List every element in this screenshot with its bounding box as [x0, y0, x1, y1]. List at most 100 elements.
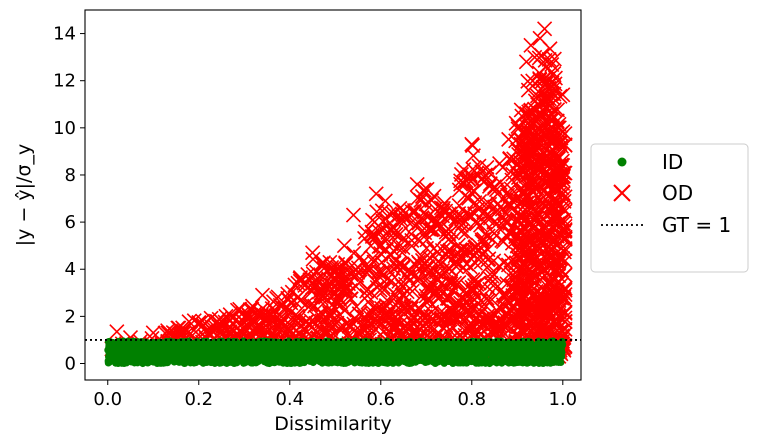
od-point [405, 310, 421, 326]
od-point [355, 253, 371, 269]
od-point [484, 264, 500, 281]
id-point [381, 357, 390, 365]
od-point [419, 181, 435, 197]
od-point [404, 238, 420, 254]
id-point [392, 348, 400, 356]
id-point [155, 358, 163, 366]
id-point [419, 351, 427, 359]
id-point [310, 342, 318, 350]
od-point [418, 288, 434, 304]
id-point [444, 356, 452, 364]
od-point [461, 243, 478, 260]
id-point [476, 340, 484, 348]
od-point [350, 264, 366, 280]
od-point [222, 307, 238, 323]
od-point [322, 306, 338, 322]
od-point [356, 309, 372, 325]
od-point [510, 166, 526, 182]
od-point [411, 300, 427, 316]
od-point [349, 324, 365, 341]
id-point [483, 358, 492, 366]
od-point [535, 79, 551, 95]
od-point [303, 297, 319, 313]
od-point [345, 207, 362, 223]
id-point [330, 349, 338, 357]
id-point [352, 356, 360, 364]
id-point [181, 344, 189, 352]
od-point [493, 301, 510, 317]
id-point [204, 347, 212, 355]
od-point [543, 131, 559, 147]
od-point [444, 282, 460, 298]
id-point [310, 358, 318, 366]
legend: ID OD GT = 1 [590, 143, 749, 273]
id-point [447, 347, 455, 355]
id-point [359, 353, 367, 361]
od-point [266, 312, 282, 328]
od-point [416, 182, 432, 198]
od-point [464, 136, 480, 152]
od-point [460, 170, 476, 186]
id-point [512, 358, 520, 367]
od-point [401, 262, 417, 278]
legend-id-marker [617, 157, 627, 167]
id-point [246, 356, 254, 364]
id-point [234, 353, 242, 361]
od-point [538, 197, 554, 213]
od-point [232, 323, 248, 339]
id-point [228, 358, 236, 367]
id-point [483, 344, 491, 352]
od-point [379, 292, 395, 308]
od-point [368, 186, 384, 202]
od-point [320, 316, 336, 332]
od-point [496, 255, 512, 271]
od-point [441, 301, 457, 317]
id-point [375, 347, 384, 355]
od-point [374, 264, 390, 281]
od-point [383, 236, 399, 252]
od-point [423, 263, 440, 280]
id-point [239, 359, 248, 367]
id-point [287, 358, 295, 367]
id-point [286, 349, 294, 357]
od-point [518, 54, 534, 70]
id-point [119, 352, 127, 360]
od-point [429, 218, 446, 234]
id-point [539, 359, 547, 368]
od-point [305, 251, 321, 267]
id-point [511, 349, 520, 357]
y-tick-label: 6 [65, 212, 76, 233]
id-point [264, 358, 273, 366]
od-point [473, 293, 489, 309]
x-tick-label: 0.4 [275, 389, 304, 410]
od-point [377, 193, 393, 209]
id-point [247, 348, 255, 356]
od-point [360, 294, 376, 310]
od-point [397, 276, 414, 292]
od-point [422, 250, 438, 266]
od-point [265, 294, 282, 310]
od-point [420, 265, 436, 281]
id-point [212, 346, 220, 354]
od-point [188, 324, 204, 340]
od-point [350, 260, 366, 276]
id-point [534, 349, 543, 357]
id-point [559, 340, 567, 348]
od-point [527, 49, 543, 65]
od-point [283, 304, 300, 320]
od-point [487, 315, 503, 331]
od-point [175, 323, 191, 339]
od-point [385, 205, 401, 221]
od-point [392, 214, 408, 230]
y-tick-label: 4 [65, 259, 76, 280]
id-point [454, 353, 463, 362]
id-point [526, 349, 534, 357]
od-point [544, 56, 560, 73]
od-point [470, 201, 486, 217]
od-point [410, 273, 426, 289]
od-point [326, 316, 342, 333]
id-point [157, 342, 165, 351]
od-point [352, 306, 368, 322]
id-point [144, 359, 152, 367]
